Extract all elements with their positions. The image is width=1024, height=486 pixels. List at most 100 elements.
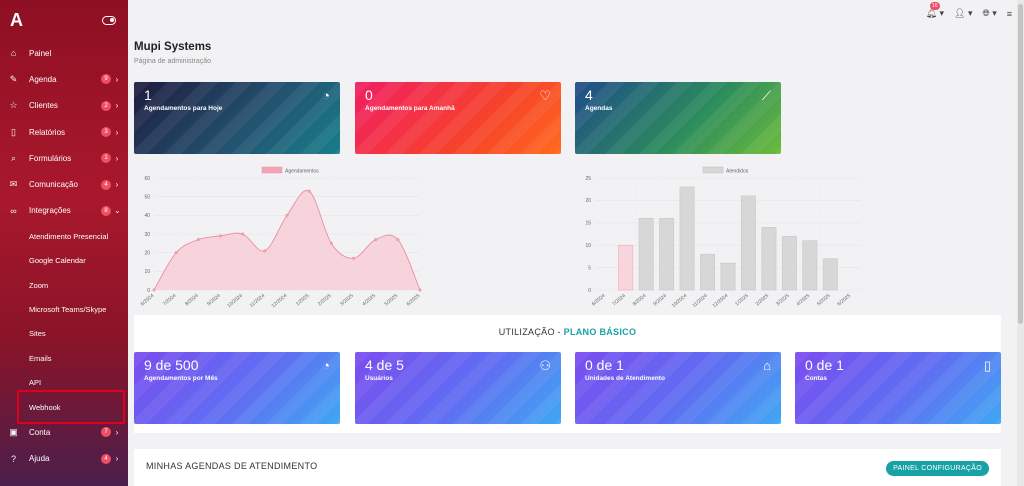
card-value: 4 de 5 [365,357,404,373]
card-service-units[interactable]: 0 de 1 Unidades de Atendimento ⌂ [575,352,781,424]
submenu-item-emails[interactable]: Emails [29,353,52,363]
bar [741,195,756,291]
attended-bar-chart: Atendidos 0 5 10 15 20 25 6/2024 7/2024 8/2024 9/2… [585,166,862,309]
x-tick-label: 6/2025 [406,293,422,308]
sidebar-item-label: Integrações [29,206,71,216]
legend-swatch [702,166,724,174]
chevron-right-icon: › [115,153,119,163]
y-tick-label: 10 [144,269,150,275]
x-tick-label: 10/2024 [671,293,689,309]
card-appointments-tomorrow[interactable]: 0 Agendamentos para Amanhã ♡ [355,82,561,154]
card-appointments-today[interactable]: 1 Agendamentos para Hoje ◔ [134,82,340,154]
x-tick-label: 5/2025 [384,293,400,308]
sidebar-item-ajuda[interactable]: ? Ajuda 4 › [0,446,128,472]
logo[interactable]: A [10,9,23,30]
card-label: Unidades de Atendimento [585,375,665,382]
data-point [285,213,289,217]
data-point [174,251,178,255]
page-title: Mupi Systems [134,41,212,53]
user-icon[interactable]: 👤︎ ▾ [954,8,973,18]
submenu-item-microsoft-teams-skype[interactable]: Microsoft Teams/Skype [29,304,107,314]
x-tick-label: 9/2024 [206,293,222,308]
config-panel-button[interactable]: PAINEL CONFIGURAÇÃO [886,461,989,476]
sidebar-item-label: Agenda [29,74,57,84]
sidebar-item-integracoes[interactable]: ∞ Integrações 8 ⌄ [0,198,128,224]
sidebar-item-formularios[interactable]: ⌕ Formulários 1 › [0,145,128,171]
chevron-right-icon: › [115,180,119,190]
notifications-bell-icon[interactable]: 🔔︎ 16 ▾ [925,2,945,18]
globe-icon[interactable]: 🌐︎ ▾ [982,8,997,18]
card-value: 0 de 1 [805,357,844,373]
x-tick-label: 1/2025 [295,293,311,308]
menu-icon[interactable]: ≡ [1006,8,1012,19]
y-tick-label: 15 [585,221,591,227]
sidebar-item-label: Conta [29,427,51,437]
sidebar-item-agenda[interactable]: ✎ Agenda 9 › [0,66,128,92]
sidebar-item-comunicacao[interactable]: ✉ Comunicação 4 › [0,171,128,197]
sidebar-header: A [0,0,128,40]
y-tick-label: 0 [147,288,150,294]
sidebar-item-clientes[interactable]: ☆ Clientes 2 › [0,93,128,119]
x-tick-label: 7/2024 [611,293,627,308]
x-tick-label: 11/2024 [691,293,709,309]
data-point [241,232,245,236]
count-badge: 3 [101,127,111,138]
card-value: 9 de 500 [144,357,199,373]
notification-count: 16 [929,2,940,10]
sidebar: A ⌂ Painel ✎ Agenda 9 › ☆ Clientes 2 › ▯ Relatórios… [0,0,128,486]
card-value: 4 [585,87,593,103]
y-tick-label: 0 [588,288,591,294]
page-subtitle: Página de administração [134,58,212,65]
x-tick-label: 7/2024 [162,293,178,308]
data-point [218,234,223,238]
data-point [329,241,333,245]
scrollbar-thumb[interactable] [1018,4,1023,324]
x-tick-label: 10/2024 [226,293,244,309]
card-users[interactable]: 4 de 5 Usuários ⚇ [355,352,561,424]
chevron-right-icon: › [115,127,119,137]
submenu-item-google-calendar[interactable]: Google Calendar [29,256,86,266]
y-tick-label: 5 [588,265,591,271]
count-badge: 7 [101,427,111,438]
sidebar-nav: ⌂ Painel ✎ Agenda 9 › ☆ Clientes 2 › ▯ Relatórios 3 ›… [0,40,128,224]
integrations-submenu: Atendimento Presencial Google Calendar Zoo… [0,224,128,419]
edit-icon: ✎ [9,73,18,84]
tablet-icon: ▯ [983,358,991,373]
submenu-item-sites[interactable]: Sites [29,329,46,339]
appointments-area-chart: Agendamentos 0 10 20 30 40 50 60 6/2024 7/2024 8/2… [140,166,422,309]
sidebar-item-label: Relatórios [29,127,66,137]
clock-icon: ◔ [322,88,330,103]
submenu-item-atendimento-presencial[interactable]: Atendimento Presencial [29,231,109,241]
topbar: 🔔︎ 16 ▾ 👤︎ ▾ 🌐︎ ▾ ≡ [128,0,1024,30]
data-point [351,256,356,260]
chevron-right-icon: › [115,101,119,111]
link-icon: ∞ [10,205,17,216]
card-label: Contas [805,375,828,382]
users-icon: ⚇ [539,358,551,373]
x-tick-label: 11/2024 [249,293,267,309]
card-label: Agendamentos para Amanhã [365,105,455,112]
submenu-item-zoom[interactable]: Zoom [29,280,49,290]
card-label: Usuários [365,375,393,382]
agendas-panel: MINHAS AGENDAS DE ATENDIMENTO PAINEL CON… [134,449,1001,486]
sidebar-item-label: Clientes [29,101,58,111]
sidebar-item-relatorios[interactable]: ▯ Relatórios 3 › [0,119,128,145]
trend-icon: ⟋ [761,88,771,103]
submenu-item-api[interactable]: API [29,378,42,388]
legend-label: Atendidos [726,169,749,175]
card-monthly-appointments[interactable]: 9 de 500 Agendamentos por Mês ◔ [134,352,340,424]
x-tick-label: 8/2024 [632,293,648,308]
sidebar-toggle-icon[interactable] [102,15,116,25]
submenu-item-webhook[interactable]: Webhook [29,402,61,412]
scrollbar[interactable] [1017,0,1024,486]
y-tick-label: 10 [585,243,591,249]
sidebar-item-painel[interactable]: ⌂ Painel [0,40,128,66]
data-point [152,288,156,292]
bar [700,253,715,291]
bar [720,262,736,291]
sidebar-item-conta[interactable]: ▣ Conta 7 › [0,419,128,445]
card-agendas[interactable]: 4 Agendas ⟋ [575,82,781,154]
mail-icon: ✉ [9,179,18,190]
legend-label: Agendamentos [285,169,319,175]
card-accounts[interactable]: 0 de 1 Contas ▯ [795,352,1001,424]
